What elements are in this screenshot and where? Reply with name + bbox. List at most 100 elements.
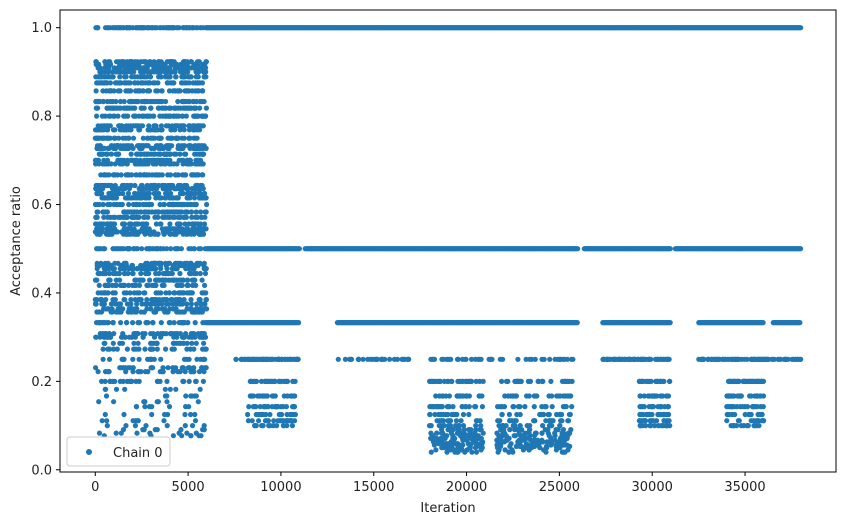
data-point xyxy=(199,301,205,307)
data-point xyxy=(125,190,131,197)
data-point xyxy=(161,201,167,208)
data-point xyxy=(133,346,139,352)
data-point xyxy=(113,151,120,157)
data-point xyxy=(177,105,183,111)
data-point xyxy=(94,277,100,283)
data-point xyxy=(202,113,208,119)
data-point xyxy=(130,369,136,375)
data-point xyxy=(113,80,119,86)
data-point xyxy=(473,378,479,384)
data-point xyxy=(96,430,103,436)
data-point xyxy=(177,290,183,296)
data-point xyxy=(112,186,118,192)
data-point xyxy=(139,246,145,252)
data-point xyxy=(186,127,192,133)
data-point xyxy=(161,418,167,424)
data-point xyxy=(789,356,795,362)
data-point xyxy=(200,172,206,178)
data-point xyxy=(134,290,140,296)
data-point xyxy=(734,356,741,362)
data-point xyxy=(193,393,199,399)
data-point xyxy=(121,290,127,296)
data-point xyxy=(155,277,161,283)
data-point xyxy=(146,151,152,157)
data-point xyxy=(158,123,164,129)
data-point xyxy=(197,386,203,392)
data-point xyxy=(434,378,440,384)
data-point xyxy=(123,74,129,80)
data-point xyxy=(157,201,163,208)
data-point xyxy=(102,282,108,288)
data-point xyxy=(96,186,102,192)
data-point xyxy=(601,356,607,362)
data-point xyxy=(137,297,143,303)
data-point xyxy=(181,297,187,303)
data-point xyxy=(116,135,122,141)
data-point xyxy=(166,74,172,80)
data-point xyxy=(138,69,144,75)
data-point xyxy=(167,386,173,392)
data-point xyxy=(113,309,119,315)
data-point xyxy=(174,135,180,141)
data-point xyxy=(163,214,169,220)
data-point xyxy=(193,209,199,215)
data-point xyxy=(162,195,168,201)
data-point xyxy=(181,334,187,340)
data-point xyxy=(165,270,172,277)
data-point xyxy=(134,430,140,436)
data-point xyxy=(190,123,196,129)
data-point xyxy=(146,270,152,277)
data-point xyxy=(123,145,129,151)
data-point xyxy=(391,356,397,362)
data-point xyxy=(99,301,105,307)
data-point xyxy=(155,290,161,296)
data-point xyxy=(166,201,173,208)
data-point xyxy=(107,277,113,283)
data-point xyxy=(178,282,184,288)
data-point xyxy=(114,201,120,208)
data-point xyxy=(193,378,199,384)
data-point xyxy=(181,356,188,362)
data-point xyxy=(192,161,198,167)
data-point xyxy=(117,365,123,371)
data-point xyxy=(652,356,659,362)
data-point xyxy=(162,69,168,75)
data-point xyxy=(190,369,196,375)
data-point xyxy=(104,266,110,272)
data-point xyxy=(127,231,133,237)
data-point xyxy=(96,190,102,197)
data-point xyxy=(751,356,757,362)
data-point xyxy=(133,123,139,129)
data-point xyxy=(118,334,125,340)
data-point xyxy=(184,346,190,352)
data-point xyxy=(188,301,194,307)
data-point xyxy=(177,151,183,157)
data-point xyxy=(102,25,109,31)
data-point xyxy=(142,266,148,272)
data-point xyxy=(102,306,109,312)
data-point xyxy=(162,186,168,192)
data-point xyxy=(190,80,196,86)
data-point xyxy=(251,378,257,384)
data-point xyxy=(120,186,126,192)
data-point xyxy=(111,135,117,141)
data-point xyxy=(138,309,144,315)
data-point xyxy=(151,309,157,315)
data-point xyxy=(107,201,113,208)
data-point xyxy=(196,88,202,94)
data-point xyxy=(115,113,121,119)
data-point xyxy=(94,246,101,252)
data-point xyxy=(626,356,632,362)
data-point xyxy=(164,301,170,307)
data-point xyxy=(177,127,183,133)
data-point xyxy=(112,161,118,167)
data-point xyxy=(165,25,171,31)
data-point xyxy=(118,430,124,436)
data-point xyxy=(195,74,201,80)
data-point xyxy=(428,356,434,362)
data-point xyxy=(175,98,181,105)
data-point xyxy=(616,356,623,362)
data-point xyxy=(105,346,111,352)
data-point xyxy=(100,346,106,352)
